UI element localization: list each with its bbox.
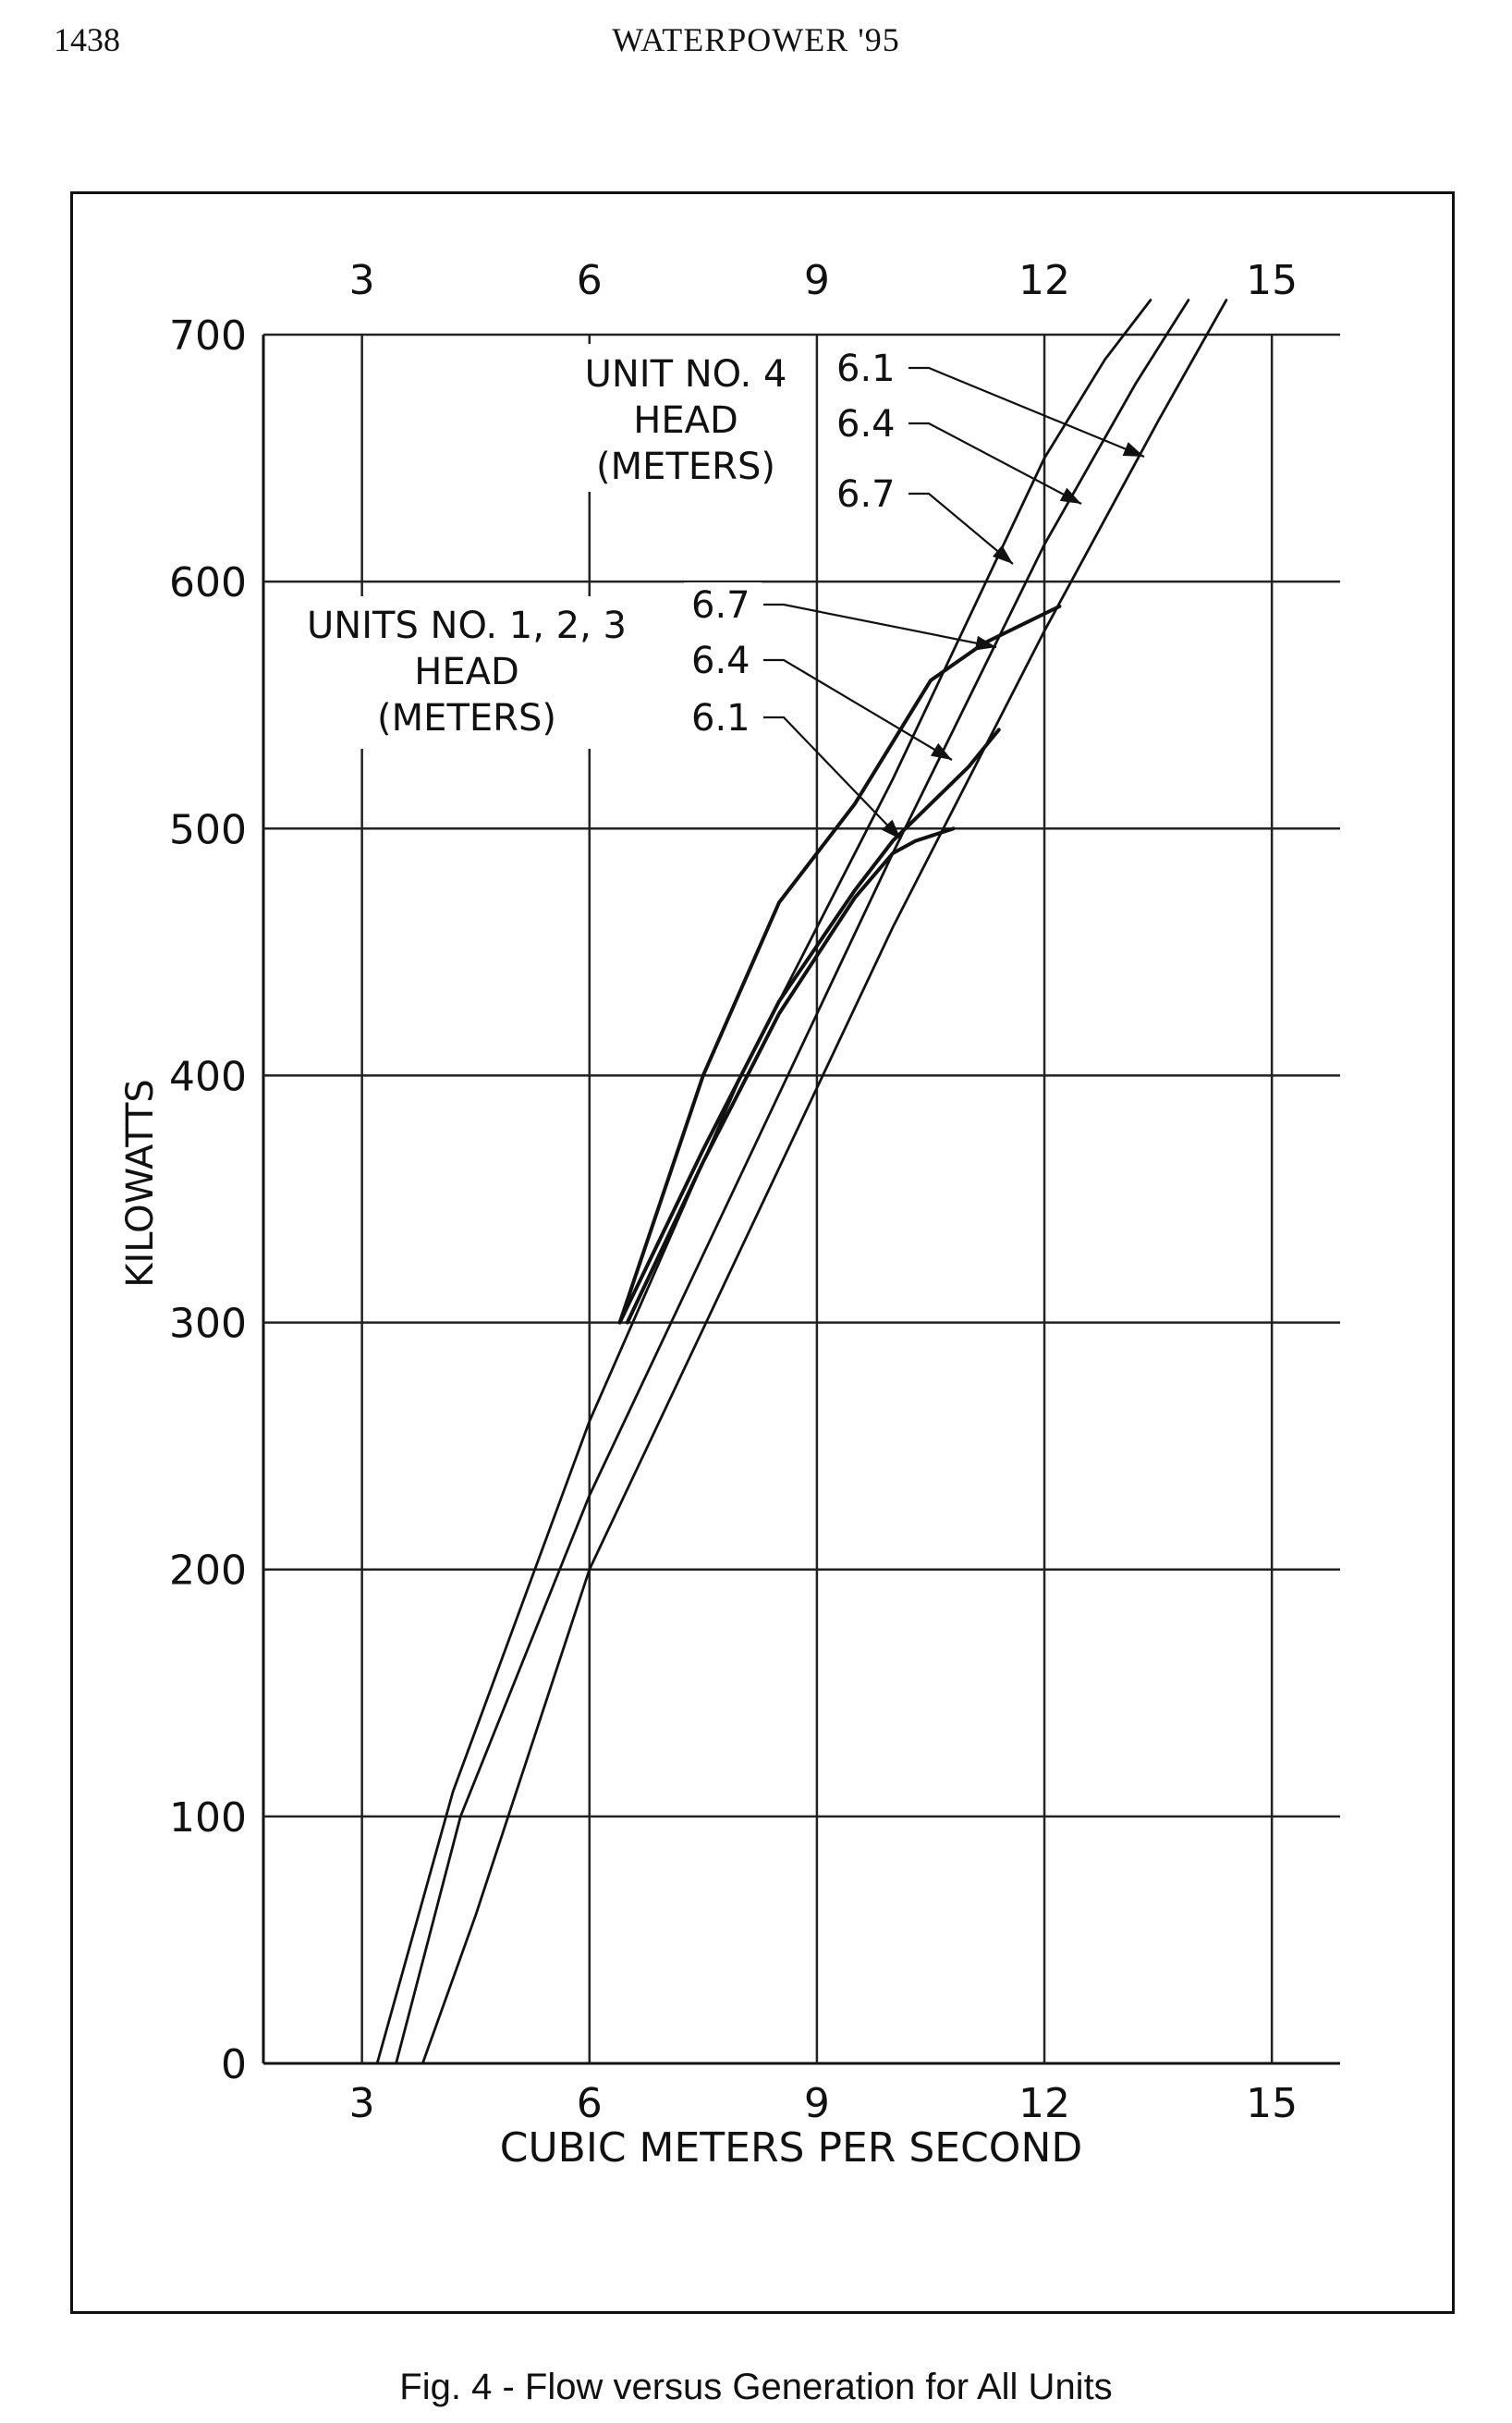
curve-group0-1: [395, 299, 1190, 2065]
series-leader-3: [763, 603, 997, 649]
y-tick-label-100: 100: [169, 1794, 247, 1842]
series-label-4: 6.4: [691, 640, 750, 682]
x-tick-label-15: 15: [1246, 2080, 1298, 2127]
x-tick-label-3: 3: [349, 2080, 375, 2127]
curve-group1-4: [617, 728, 1001, 1325]
series-leader-2: [908, 492, 1014, 565]
series-arrowhead-3: [974, 635, 996, 651]
page-number: 1438: [54, 21, 120, 58]
series-leader-0: [908, 366, 1145, 459]
group-label-0-line-1: HEAD: [633, 399, 738, 442]
curve-group0-2: [375, 299, 1152, 2065]
x-axis-label: CUBIC METERS PER SECOND: [500, 2124, 1083, 2172]
group-label-1-line-0: UNITS NO. 1, 2, 3: [307, 605, 627, 647]
series-label-3: 6.7: [691, 584, 750, 627]
series-label-bg-2: [829, 471, 907, 516]
y-tick-label-200: 200: [169, 1548, 247, 1595]
y-tick-label-600: 600: [169, 559, 247, 606]
y-tick-label-500: 500: [169, 806, 247, 853]
series-arrowhead-2: [992, 545, 1013, 564]
tick-labels: 0 100 200 300 400 500 600 700 3 6 9 12 15 3 6 9 12 15: [169, 257, 1298, 2127]
group-label-1-line-1: HEAD: [414, 651, 519, 693]
group-label-1-line-2: (METERS): [377, 697, 556, 740]
x-tick-label-9: 9: [804, 2080, 830, 2127]
series-label-bg-0: [829, 346, 907, 390]
figure-caption: Fig. 4 - Flow versus Generation for All …: [399, 2367, 1113, 2407]
curves: [375, 299, 1228, 2065]
y-tick-label-400: 400: [169, 1053, 247, 1100]
series-arrowhead-4: [930, 742, 952, 760]
y-tick-label-300: 300: [169, 1301, 247, 1348]
group-label-0-line-0: UNIT NO. 4: [585, 353, 787, 396]
y-tick-label-700: 700: [169, 312, 247, 360]
curve-group1-5: [625, 826, 956, 1325]
series-label-2: 6.7: [836, 473, 896, 516]
series-leader-1: [908, 422, 1082, 505]
series-arrowhead-1: [1059, 487, 1081, 504]
top-x-tick-label-6: 6: [577, 257, 603, 304]
running-head: WATERPOWER '95: [612, 21, 900, 58]
top-x-tick-label-12: 12: [1018, 257, 1070, 304]
top-x-tick-label-3: 3: [349, 257, 375, 304]
series-label-bg-3: [684, 582, 762, 627]
figure-frame: [70, 191, 1455, 2314]
series-label-0: 6.1: [836, 348, 896, 390]
y-tick-label-0: 0: [221, 2041, 247, 2088]
series-label-1: 6.4: [836, 403, 896, 446]
series-leader-5: [763, 716, 902, 840]
top-x-tick-label-15: 15: [1246, 257, 1298, 304]
group-label-0-line-2: (METERS): [596, 446, 775, 488]
x-tick-label-6: 6: [577, 2080, 603, 2127]
series-label-bg-4: [684, 638, 762, 682]
top-x-tick-label-9: 9: [804, 257, 830, 304]
group-label-bg-1: [274, 596, 648, 749]
y-axis-label: KILOWATTS: [119, 1079, 162, 1288]
grid: [262, 333, 1340, 2065]
x-tick-label-12: 12: [1018, 2080, 1070, 2127]
series-arrowhead-5: [881, 819, 901, 839]
series-leader-4: [763, 658, 953, 761]
group-label-bg-0: [564, 344, 811, 492]
curve-group0-0: [421, 299, 1228, 2065]
series-label-5: 6.1: [691, 697, 750, 740]
series-arrowhead-0: [1122, 442, 1144, 457]
series-label-bg-5: [684, 695, 762, 740]
series-label-bg-1: [829, 401, 907, 446]
